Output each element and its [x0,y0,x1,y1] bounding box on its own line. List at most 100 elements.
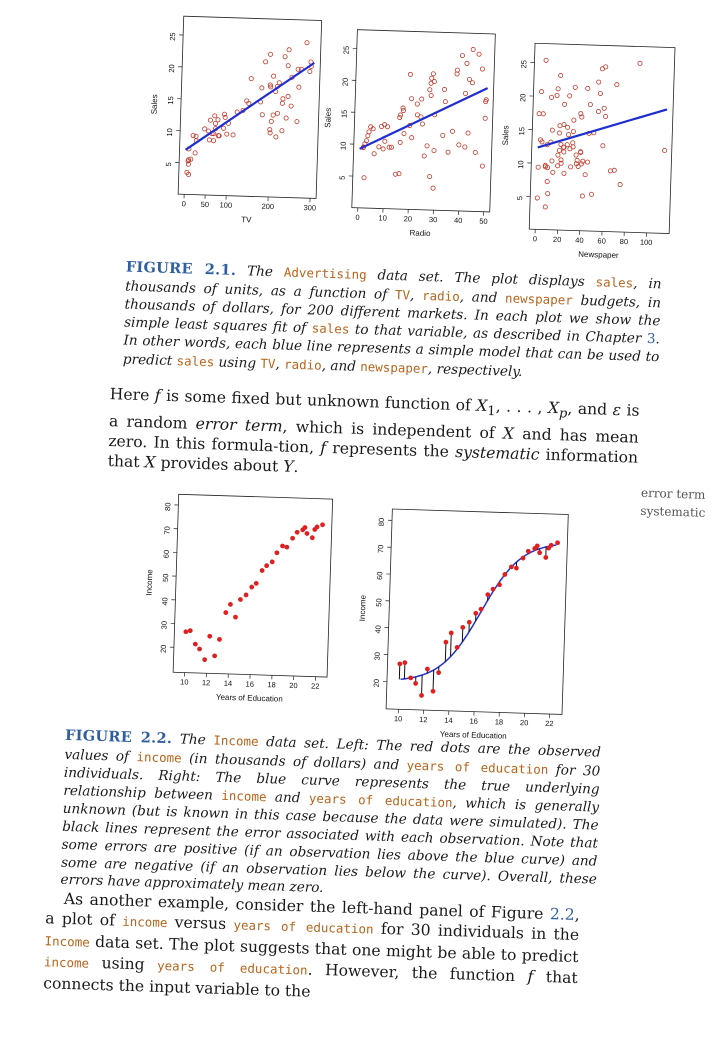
text: . However, the function [307,961,528,986]
figure-link[interactable]: 2.2 [550,905,575,924]
data-point [290,536,295,541]
data-point [254,581,259,586]
x-tick-label: 12 [202,678,211,687]
data-point [446,150,450,154]
body-paragraph-2: As another example, consider the left-ha… [43,888,580,1010]
y-tick-label: 40 [160,597,169,606]
data-point [470,81,474,85]
data-point [585,160,589,164]
data-point [557,148,561,152]
x-tick-label: 18 [495,717,504,726]
data-point [428,88,432,92]
data-point [270,559,275,564]
data-point [566,133,570,137]
x-tick-label: 200 [261,202,274,211]
y-tick-label: 20 [518,93,527,102]
math: X [476,397,488,415]
data-point [429,81,433,85]
data-point [556,153,560,157]
code-term: Income [44,933,90,949]
data-point [443,640,448,645]
code-term: radio [284,357,322,373]
data-point [551,170,555,174]
x-axis-label: Radio [409,228,431,238]
data-point [286,64,290,68]
x-axis-label: Years of Education [216,693,283,704]
x-axis-label: Newspaper [578,250,619,260]
data-point [383,139,387,143]
data-point [202,657,207,662]
data-point [280,544,285,549]
data-point [211,139,215,143]
code-term: sales [311,321,349,337]
data-point [571,141,575,145]
data-point [271,113,275,117]
data-point [571,129,575,133]
code-term: income [221,788,267,804]
data-point [449,630,454,635]
data-point [398,115,402,119]
data-point [425,144,429,148]
data-point [260,86,264,90]
y-axis-label: Income [145,569,155,596]
error-line [433,670,434,691]
data-point [597,80,601,84]
x-tick-label: 100 [640,238,653,247]
data-point [249,76,253,80]
x-tick-label: 10 [378,213,387,222]
y-tick-label: 30 [373,652,382,661]
data-point [221,126,225,130]
data-point [473,611,478,616]
code-term: newspaper [505,290,573,307]
data-point [537,550,542,555]
data-point [415,102,419,106]
data-point [550,159,554,163]
data-point [491,587,496,592]
code-term: TV [395,287,411,302]
text: versus [167,914,234,934]
x-tick-label: 300 [303,203,316,212]
data-point [213,114,217,118]
data-point [275,111,279,115]
data-point [402,131,406,135]
data-point [207,138,211,142]
data-point [286,94,290,98]
math: Y [283,458,294,476]
text: represents the [326,439,456,461]
plot-area [358,44,490,192]
data-point [601,144,605,148]
fit-line [186,59,315,154]
y-tick-label: 50 [161,573,170,582]
x-tick-label: 40 [575,236,584,245]
data-point [217,637,222,642]
data-point [562,171,566,175]
error-line [404,663,405,679]
data-point [662,148,666,152]
term-emph: systematic [455,443,540,464]
data-point [183,629,188,634]
data-point [269,119,273,123]
data-point [284,545,289,550]
y-tick-label: 70 [162,526,171,535]
code-term: sales [176,353,214,369]
data-point [480,67,484,71]
y-tick-label: 5 [515,196,524,200]
x-tick-label: 16 [245,679,254,688]
x-tick-label: 50 [479,217,488,226]
data-point [410,136,414,140]
data-point [568,165,572,169]
data-point [603,114,607,118]
data-point [535,196,539,200]
data-point [397,661,402,666]
data-point [228,602,233,607]
data-point [574,153,578,157]
plot-area [396,535,560,702]
data-point [264,563,269,568]
data-point [596,109,600,113]
data-point [638,61,642,65]
data-point [289,104,293,108]
data-point [441,133,445,137]
x-tick-label: 20 [553,235,562,244]
x-tick-label: 22 [545,719,554,728]
code-term: radio [422,288,460,304]
